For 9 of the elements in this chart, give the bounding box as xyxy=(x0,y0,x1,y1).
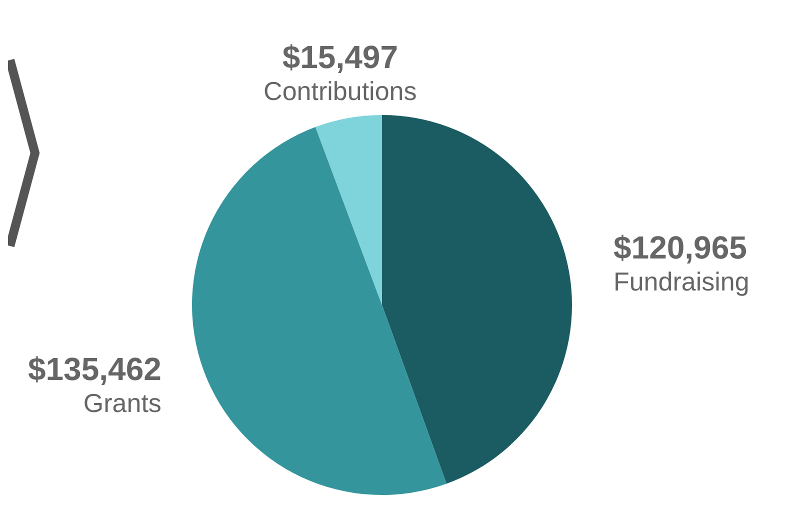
slice-label: Contributions xyxy=(264,76,417,106)
slice-label: Grants xyxy=(83,388,162,418)
pie-slice xyxy=(315,115,382,305)
slice-label: Fundraising xyxy=(613,266,750,296)
pie-slice xyxy=(382,115,572,484)
pie-slice xyxy=(192,127,447,495)
data-label: $15,497 xyxy=(282,38,398,75)
data-label: $120,965 xyxy=(613,229,747,266)
data-label: $135,462 xyxy=(28,351,162,388)
